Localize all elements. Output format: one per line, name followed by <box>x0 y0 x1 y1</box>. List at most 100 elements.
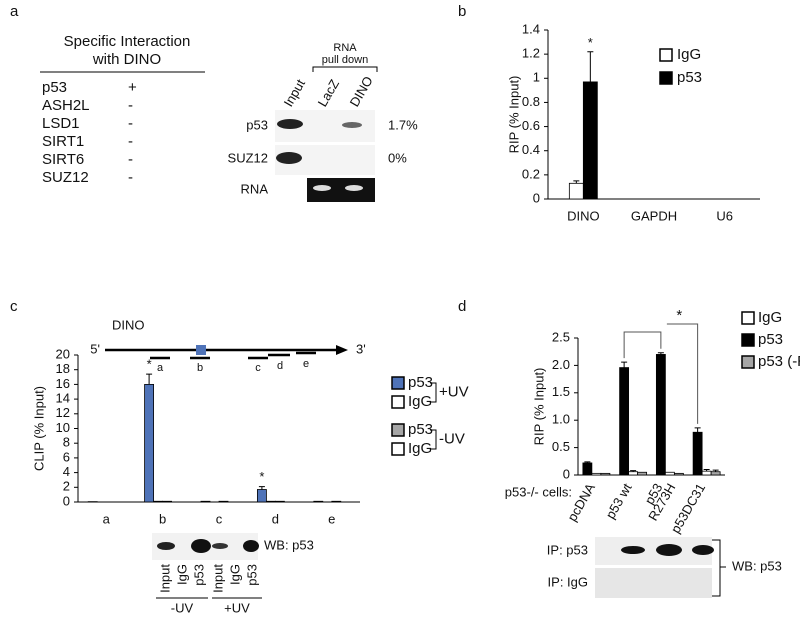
protein: SUZ12 <box>42 169 89 186</box>
protein: p53 <box>42 79 67 96</box>
bar <box>600 472 611 476</box>
result: - <box>128 169 133 186</box>
y-tick-label: 0 <box>533 190 540 205</box>
legend-label: IgG <box>677 46 701 63</box>
gene-name: DINO <box>112 317 145 332</box>
legend-label: IgG <box>758 309 782 326</box>
probe-label: a <box>157 362 164 374</box>
y-tick-label: 2 <box>63 479 70 494</box>
legend-group: +UV <box>439 383 469 400</box>
significance: * <box>259 469 264 484</box>
band <box>212 543 228 549</box>
bar <box>331 500 342 503</box>
table-title: with DINO <box>92 51 161 68</box>
y-tick-label: 0.4 <box>522 142 540 157</box>
y-tick-label: 4 <box>63 464 70 479</box>
y-axis-label: RIP (% Input) <box>506 76 521 154</box>
x-tick-label: U6 <box>716 208 733 223</box>
legend-swatch <box>659 48 673 62</box>
result: - <box>128 151 133 168</box>
y-tick-label: 6 <box>63 449 70 464</box>
error-bar <box>584 461 591 463</box>
row-label: RNA <box>241 181 269 196</box>
bar <box>218 500 229 503</box>
error-bar <box>258 486 265 490</box>
row-label: p53 <box>246 117 268 132</box>
y-tick-label: 0.6 <box>522 118 540 133</box>
legend-bracket <box>430 382 437 403</box>
percent: 1.7% <box>388 117 418 132</box>
legend-label: IgG <box>408 440 432 457</box>
panel-label: c <box>10 298 18 315</box>
band <box>656 544 682 556</box>
legend-swatch <box>741 355 755 369</box>
bar <box>153 500 164 503</box>
panel-label: d <box>458 298 466 315</box>
legend-swatch <box>741 333 755 347</box>
y-tick-label: 2.0 <box>552 357 570 372</box>
protein: SIRT6 <box>42 151 84 168</box>
bar <box>568 182 584 200</box>
y-tick-label: 1.5 <box>552 384 570 399</box>
y-tick-label: 14 <box>56 391 70 406</box>
legend-label: p53 <box>758 331 783 348</box>
end-label: 5' <box>90 341 100 356</box>
legend-label: p53 <box>677 69 702 86</box>
y-tick-label: 1.0 <box>552 412 570 427</box>
bar <box>637 471 648 476</box>
probe-label: d <box>277 360 283 372</box>
legend-swatch <box>391 376 405 390</box>
significance-bracket <box>666 323 699 424</box>
band <box>313 185 331 191</box>
band <box>342 122 362 128</box>
y-tick-label: 0 <box>563 466 570 481</box>
result: - <box>128 133 133 150</box>
bar <box>673 472 684 476</box>
band <box>191 539 211 553</box>
error-bar <box>657 352 664 355</box>
y-tick-label: 10 <box>56 420 70 435</box>
error-bar <box>694 427 701 433</box>
significance: * <box>147 357 152 372</box>
error-bar <box>712 469 719 472</box>
legend-swatch <box>741 311 755 325</box>
y-tick-label: 12 <box>56 405 70 420</box>
table: p53 + ASH2L - LSD1 - SIRT1 - SIRT6 - SUZ… <box>42 79 137 186</box>
arrow-head <box>336 345 348 355</box>
group-label: -UV <box>171 600 194 615</box>
bracket <box>312 66 378 72</box>
bar <box>582 462 593 476</box>
bar <box>655 354 666 476</box>
percent: 0% <box>388 150 407 165</box>
probe-label: b <box>197 362 203 374</box>
band <box>277 119 303 129</box>
legend-label: p53 <box>408 374 433 391</box>
bar <box>313 500 324 503</box>
y-tick-label: 16 <box>56 376 70 391</box>
bar <box>200 500 211 503</box>
x-tick-label: b <box>159 511 166 526</box>
significance: * <box>588 35 593 50</box>
band <box>692 545 714 555</box>
error-bar <box>146 373 153 385</box>
y-axis-label: CLIP (% Input) <box>31 386 46 471</box>
bracket <box>712 539 726 597</box>
error-bar <box>630 470 637 472</box>
band <box>621 546 645 554</box>
probes <box>150 351 316 360</box>
error-bar <box>621 361 628 368</box>
probe-label: e <box>303 358 309 370</box>
band <box>243 540 259 552</box>
bar <box>582 81 598 200</box>
x-tick-label: c <box>216 511 223 526</box>
x-tick-label: DINO <box>567 208 600 223</box>
bar <box>692 431 703 476</box>
y-tick-label: 18 <box>56 361 70 376</box>
y-tick-label: 8 <box>63 435 70 450</box>
band <box>345 185 363 191</box>
blot-row-label: IP: p53 <box>547 542 588 557</box>
lane-label: p53 <box>244 564 259 586</box>
legend-swatch <box>391 442 405 456</box>
blot-header: RNA <box>333 42 357 54</box>
